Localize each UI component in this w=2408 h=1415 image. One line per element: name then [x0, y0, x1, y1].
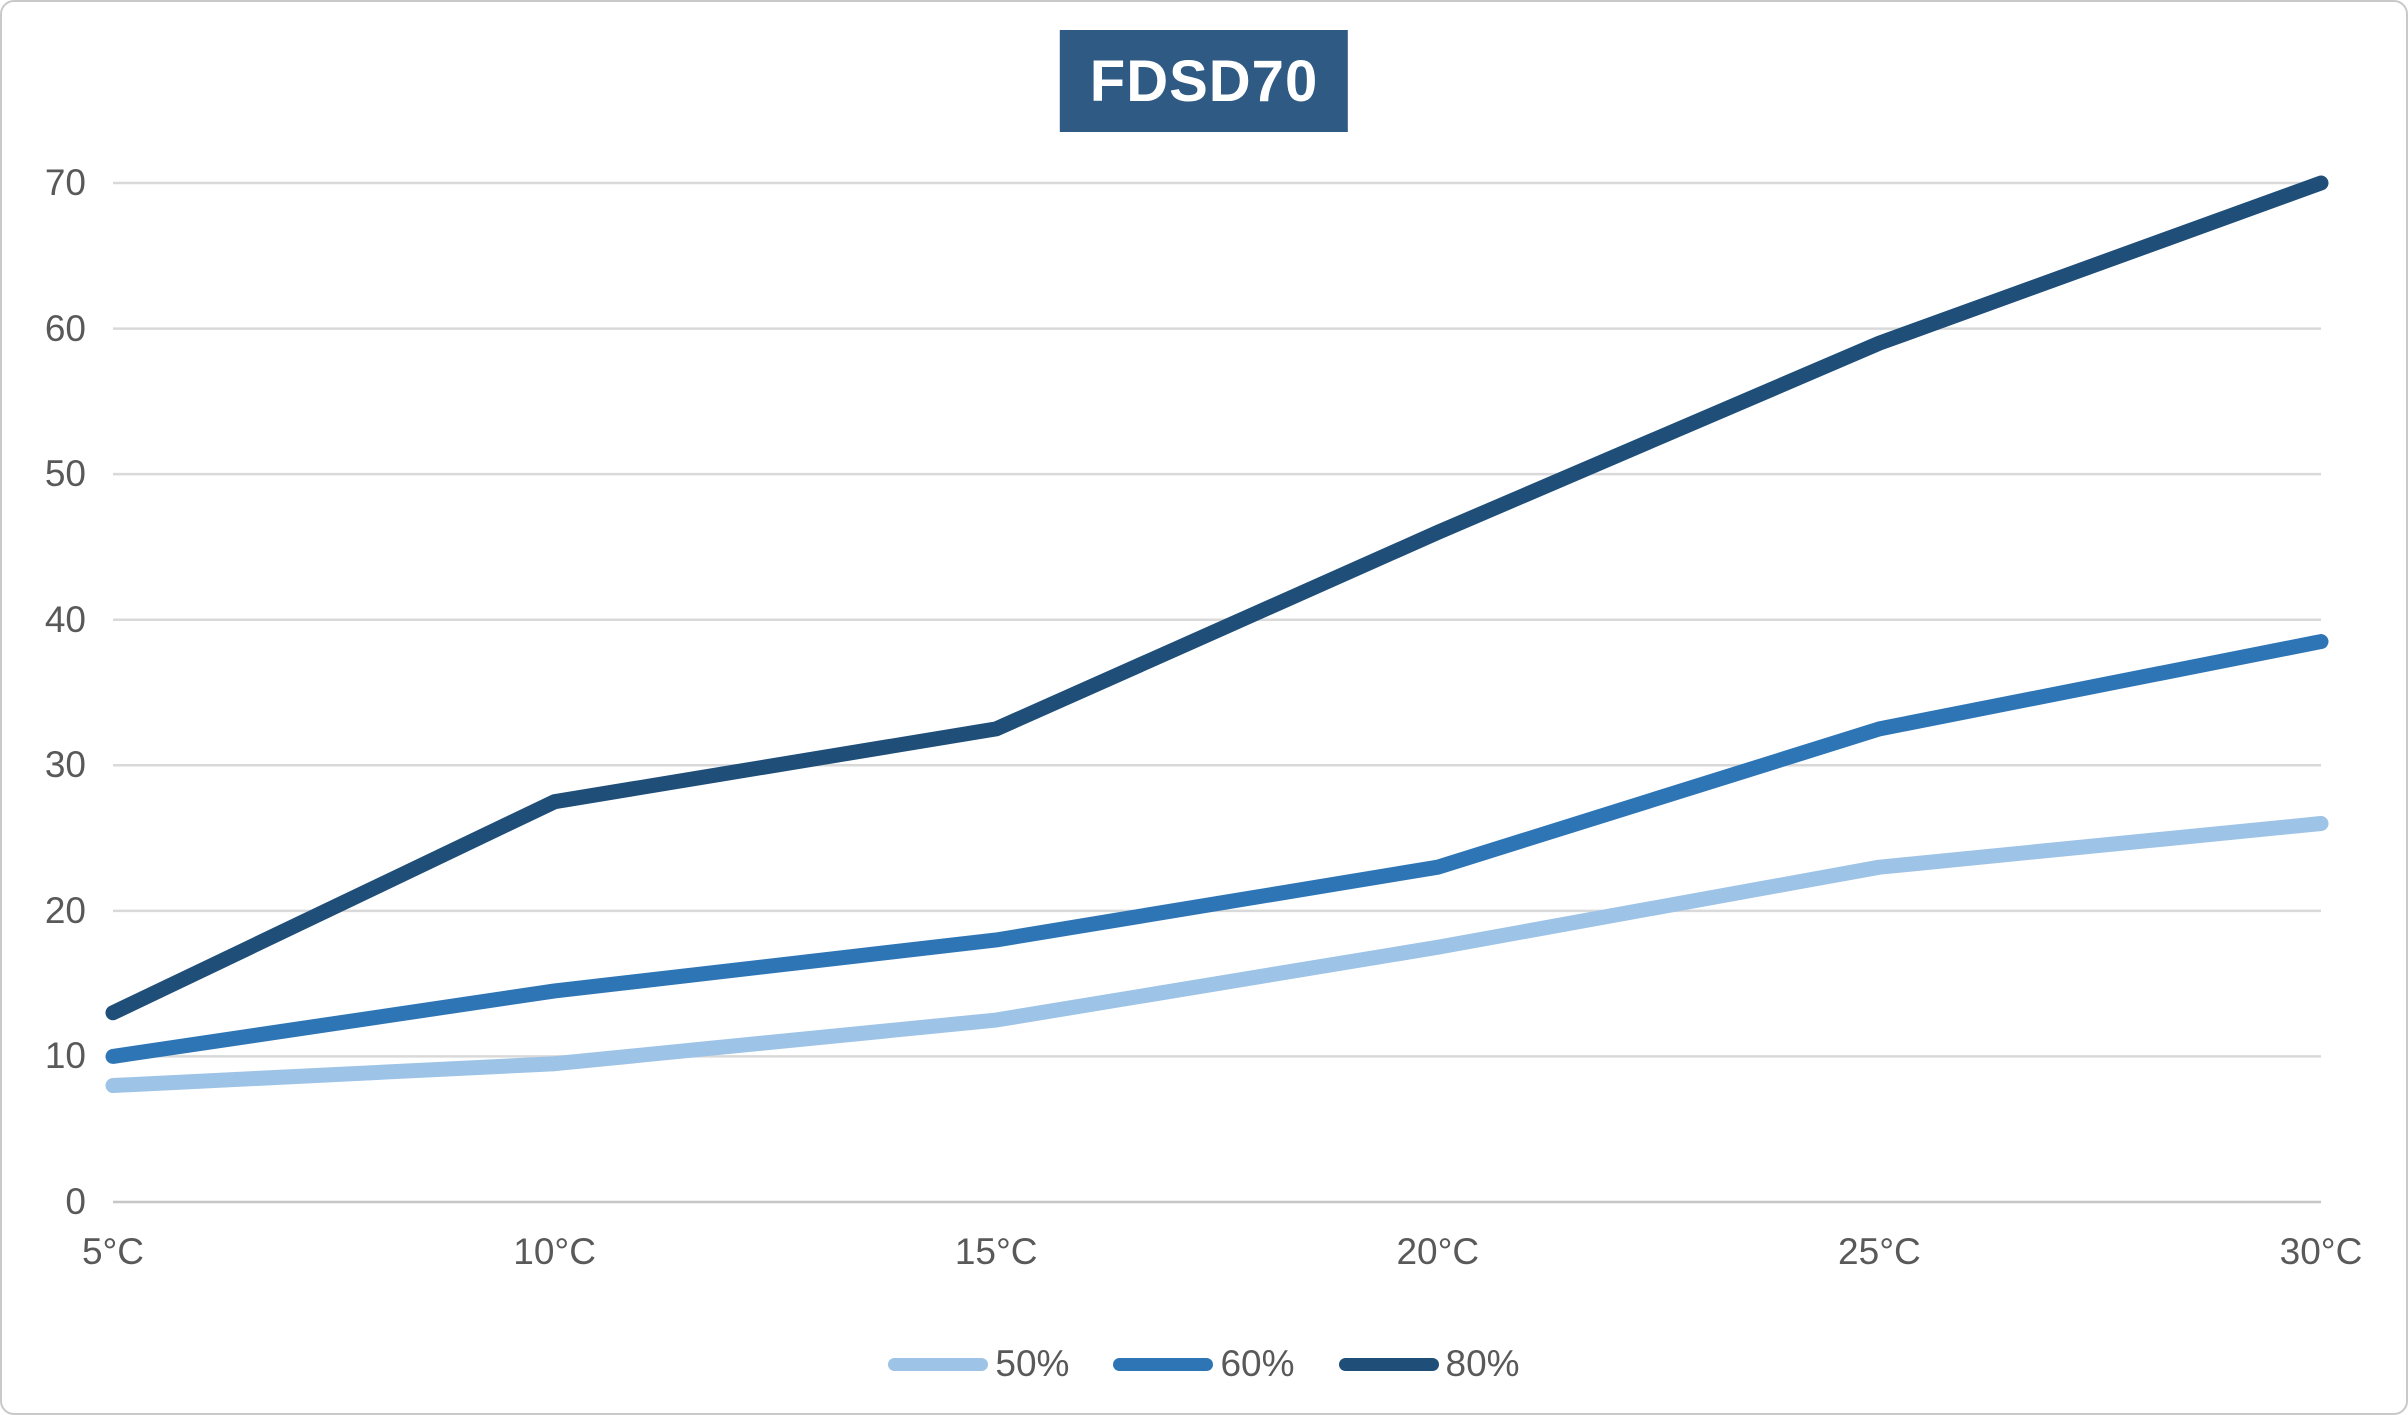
legend-label-80%: 80%: [1445, 1343, 1520, 1384]
y-tick-label-20: 20: [44, 889, 86, 931]
x-tick-label-3: 15°C: [954, 1231, 1038, 1272]
y-tick-label-70: 70: [44, 162, 86, 203]
y-tick-label-30: 30: [44, 744, 86, 786]
series-line-60%: [105, 634, 2329, 1064]
chart-legend: 50% 60% 80%: [2, 1337, 2406, 1391]
legend-swatch-60%: [1113, 1357, 1214, 1371]
x-tick-label-2: 10°C: [513, 1231, 596, 1272]
x-tick-label-4: 20°C: [1396, 1231, 1480, 1272]
series-line-80%: [105, 175, 2329, 1021]
legend-label-60%: 60%: [1220, 1343, 1295, 1384]
legend-swatch-80%: [1338, 1357, 1439, 1371]
y-tick-label-50: 50: [44, 453, 86, 495]
chart-title: FDSD70: [1059, 30, 1349, 132]
legend-item-60%: 60%: [1113, 1343, 1295, 1385]
x-tick-label-5: 25°C: [1838, 1231, 1921, 1272]
legend-label-50%: 50%: [995, 1343, 1070, 1384]
chart-title-text: FDSD70: [1089, 48, 1319, 114]
x-tick-label-1: 5°C: [81, 1231, 145, 1272]
series-line-50%: [105, 816, 2329, 1094]
legend-item-80%: 80%: [1338, 1343, 1520, 1385]
legend-swatch-50%: [888, 1357, 989, 1371]
y-tick-label-10: 10: [44, 1035, 86, 1077]
legend-item-50%: 50%: [888, 1343, 1069, 1385]
y-tick-label-40: 40: [44, 598, 86, 640]
y-tick-label-60: 60: [44, 307, 86, 349]
x-tick-label-6: 30°C: [2279, 1231, 2363, 1272]
y-tick-label-0: 0: [65, 1181, 86, 1222]
